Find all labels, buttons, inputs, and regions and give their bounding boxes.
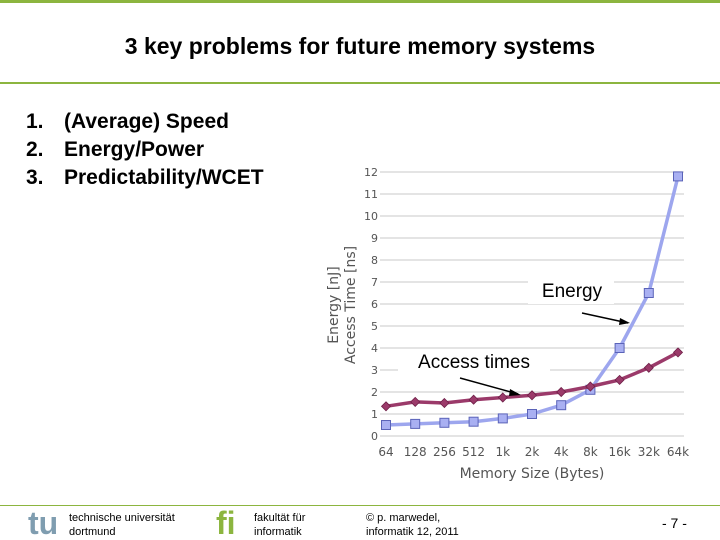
svg-text:fi: fi xyxy=(216,508,236,538)
data-point-diamond xyxy=(526,390,538,401)
y-axis-label-access-time: Access Time [ns] xyxy=(343,246,359,364)
data-point-diamond xyxy=(497,392,508,403)
y-tick-label: 8 xyxy=(371,254,378,267)
problem-list: 1. (Average) Speed 2. Energy/Power 3. Pr… xyxy=(26,108,264,192)
x-tick-label: 8k xyxy=(583,445,598,459)
energy-label-bg xyxy=(528,278,614,304)
y-tick-label: 9 xyxy=(371,232,378,245)
y-tick-label: 4 xyxy=(371,342,378,355)
list-text: Energy/Power xyxy=(64,138,205,161)
page-number: - 7 - xyxy=(662,515,687,531)
access-times-annotation: Access times xyxy=(418,352,530,373)
data-point-square xyxy=(410,418,421,429)
list-text: Predictability/WCET xyxy=(64,166,264,189)
x-axis-label: Memory Size (Bytes) xyxy=(460,466,605,482)
y-tick-label: 2 xyxy=(371,386,378,399)
top-accent-line xyxy=(0,0,720,3)
x-tick-label: 512 xyxy=(462,445,485,459)
data-point-diamond xyxy=(643,362,654,373)
access-arrow xyxy=(459,377,519,395)
list-number: 2. xyxy=(26,138,44,161)
x-tick-label: 4k xyxy=(554,445,569,459)
title-divider xyxy=(0,82,720,84)
x-tick-label: 2k xyxy=(525,445,540,459)
list-number: 3. xyxy=(26,166,44,189)
y-tick-label: 12 xyxy=(364,166,378,179)
data-point-square xyxy=(468,416,479,427)
list-number: 1. xyxy=(26,110,44,133)
data-point-square xyxy=(497,413,508,424)
fi-logo-icon: fi xyxy=(216,508,236,538)
x-tick-label: 16k xyxy=(608,445,630,459)
y-tick-label: 6 xyxy=(371,298,378,311)
data-point-diamond xyxy=(439,397,450,409)
chart-series xyxy=(380,171,684,430)
svg-text:tu: tu xyxy=(28,508,58,538)
x-tick-label: 128 xyxy=(404,445,427,459)
tu-logo-icon: tu xyxy=(28,508,58,538)
chart-annotations: Energy Access times xyxy=(398,278,630,396)
x-tick-label: 64k xyxy=(667,445,689,459)
list-text: (Average) Speed xyxy=(64,110,229,133)
y-tick-label: 5 xyxy=(371,320,378,333)
data-point-diamond xyxy=(468,394,479,405)
data-point-diamond xyxy=(410,396,421,407)
data-point-square xyxy=(643,288,654,298)
faculty-line1: fakultät für xyxy=(254,512,306,524)
data-point-square xyxy=(673,171,683,182)
y-tick-label: 0 xyxy=(371,430,378,443)
faculty-line2: informatik xyxy=(254,526,302,538)
x-tick-label: 64 xyxy=(378,445,393,459)
list-item: 1. (Average) Speed xyxy=(26,108,264,136)
data-point-square xyxy=(381,420,391,430)
copyright-line1: © p. marwedel, xyxy=(366,512,441,524)
copyright-line2: informatik 12, 2011 xyxy=(366,526,459,538)
y-tick-label: 10 xyxy=(364,210,378,223)
data-point-diamond xyxy=(556,386,567,398)
y-tick-label: 1 xyxy=(371,408,378,421)
data-point-diamond xyxy=(672,347,684,358)
x-tick-label: 256 xyxy=(433,445,456,459)
tu-name-line1: technische universität xyxy=(69,512,175,524)
data-point-diamond xyxy=(585,381,596,392)
data-point-square xyxy=(614,343,625,353)
data-point-square xyxy=(556,400,567,411)
data-point-square xyxy=(527,409,537,419)
energy-arrowhead xyxy=(619,318,630,325)
energy-annotation: Energy xyxy=(542,281,603,302)
y-tick-label: 7 xyxy=(371,276,378,289)
access-arrowhead xyxy=(509,389,521,396)
data-point-square xyxy=(439,417,450,428)
slide-title: 3 key problems for future memory systems xyxy=(124,33,596,59)
list-item: 2. Energy/Power xyxy=(26,136,264,164)
tu-name-line2: dortmund xyxy=(69,526,116,538)
list-item: 3. Predictability/WCET xyxy=(26,164,264,192)
x-tick-labels: 64 128 256 512 1k 2k 4k 8k 16k 32k 64k xyxy=(378,445,689,459)
data-point-diamond xyxy=(614,374,625,385)
x-tick-label: 1k xyxy=(496,445,511,459)
access-label-bg xyxy=(398,349,550,375)
x-tick-label: 32k xyxy=(638,445,660,459)
y-axis-label-energy: Energy [nJ] xyxy=(326,266,342,343)
footer-divider xyxy=(0,505,720,506)
y-tick-label: 11 xyxy=(364,188,378,201)
y-tick-label: 3 xyxy=(371,364,378,377)
data-point-diamond xyxy=(380,401,392,412)
